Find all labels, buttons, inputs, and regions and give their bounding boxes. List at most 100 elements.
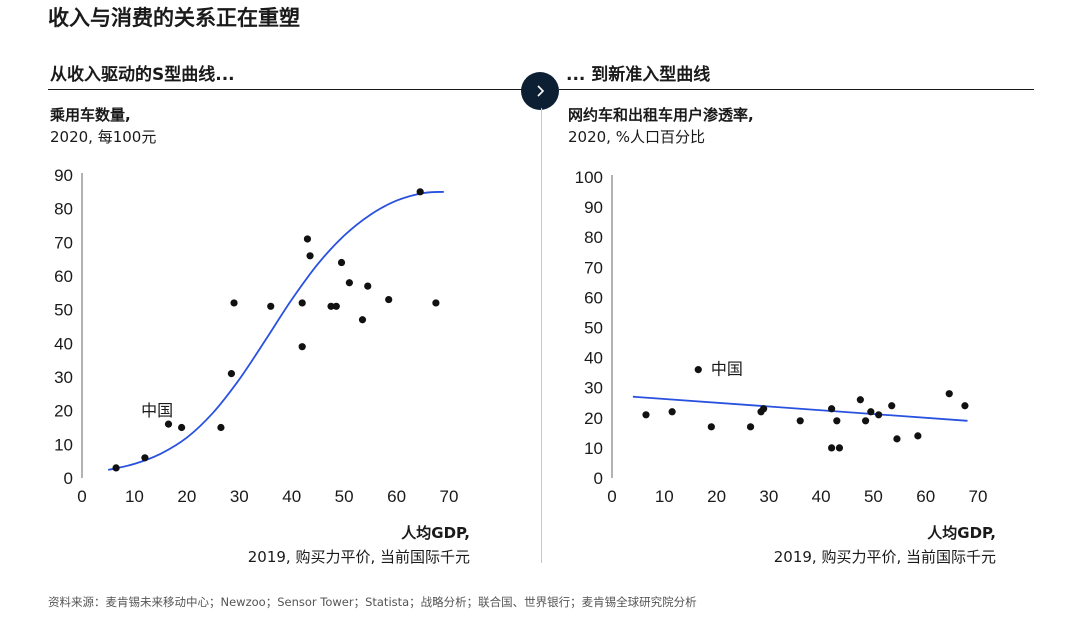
- right-data-point: [945, 390, 953, 398]
- right-xlabel-line1: 人均GDP,: [927, 524, 996, 542]
- right-ytick-label: 20: [584, 409, 603, 428]
- right-ytick-label: 0: [594, 469, 603, 488]
- left-ytick-label: 70: [54, 233, 73, 252]
- left-data-point: [306, 252, 314, 260]
- right-xlabel-line2: 2019, 购买力平价, 当前国际千元: [773, 548, 996, 566]
- left-s-curve: [108, 190, 444, 471]
- left-ylabel-line1: 乘用车数量,: [50, 106, 131, 124]
- right-xtick-label: 10: [655, 487, 674, 506]
- right-data-point: [856, 396, 864, 404]
- left-xtick-label: 30: [230, 487, 249, 506]
- left-data-point: [332, 302, 340, 310]
- right-ytick-label: 100: [575, 168, 603, 187]
- page-title: 收入与消费的关系正在重塑: [48, 6, 300, 30]
- right-data-point: [828, 405, 836, 413]
- left-data-point: [385, 295, 393, 304]
- right-data-point: [642, 411, 650, 419]
- left-data-point: [164, 420, 173, 428]
- left-data-point: [267, 302, 275, 310]
- left-data-point: [298, 343, 306, 351]
- right-data-point: [668, 408, 676, 416]
- right-xtick-label: 40: [812, 487, 831, 506]
- right-chart: 0 10 20 30 40 50 60 70 80 90 100 0 10 20 30 40 50 60 70 中国: [575, 168, 988, 506]
- left-data-point: [112, 464, 120, 472]
- right-data-point: [914, 432, 922, 440]
- left-data-point: [227, 370, 236, 378]
- left-xlabel-line2: 2019, 购买力平价, 当前国际千元: [247, 548, 470, 566]
- right-ytick-label: 90: [584, 198, 603, 217]
- left-xtick-label: 10: [125, 487, 144, 506]
- right-xtick-label: 0: [607, 487, 616, 506]
- left-ylabel-line2: 2020, 每100元: [50, 128, 157, 146]
- right-data-point: [833, 417, 841, 425]
- left-data-point: [217, 423, 225, 432]
- right-ylabel-line2: 2020, %人口百分比: [568, 128, 705, 146]
- left-chart: 0 10 20 30 40 50 60 70 80 90 0 10 20 30 40 50 60 70 中国: [54, 166, 459, 506]
- left-data-point: [345, 279, 353, 287]
- left-ytick-label: 60: [54, 267, 73, 286]
- left-data-point: [327, 302, 335, 310]
- right-xtick-label: 60: [916, 487, 935, 506]
- left-subtitle: 从收入驱动的S型曲线...: [50, 65, 235, 85]
- left-data-point: [303, 235, 312, 243]
- right-ytick-label: 40: [584, 349, 603, 368]
- left-ytick-label: 30: [54, 368, 73, 387]
- left-ytick-label: 90: [54, 166, 73, 185]
- left-data-point: [298, 299, 306, 307]
- left-ytick-label: 40: [54, 334, 73, 353]
- right-data-point: [861, 417, 870, 425]
- left-data-point: [230, 299, 238, 307]
- right-ytick-label: 50: [584, 319, 603, 338]
- right-data-point: [746, 423, 755, 431]
- right-data-point: [835, 444, 844, 452]
- right-ytick-label: 70: [584, 258, 603, 277]
- left-ytick-label: 10: [54, 435, 73, 454]
- left-data-point: [141, 454, 149, 462]
- left-xtick-label: 40: [282, 487, 301, 506]
- right-data-point: [760, 405, 768, 413]
- left-rule: [48, 89, 523, 90]
- source-note: 资料来源：麦肯锡未来移动中心；Newzoo；Sensor Tower；Stati…: [48, 595, 697, 609]
- left-xtick-label: 70: [440, 487, 459, 506]
- left-ytick-label: 50: [54, 301, 73, 320]
- right-rule: [559, 89, 1034, 90]
- right-ytick-label: 80: [584, 228, 603, 247]
- right-data-point: [893, 435, 901, 443]
- left-annotation-china: 中国: [141, 402, 173, 420]
- right-data-point: [875, 411, 883, 419]
- right-data-point: [961, 402, 969, 410]
- right-data-point: [694, 366, 702, 374]
- left-ytick-label: 80: [54, 200, 73, 219]
- left-data-point: [178, 423, 186, 432]
- right-ylabel-line1: 网约车和出租车用户渗透率,: [568, 106, 754, 124]
- left-ytick-label: 0: [64, 469, 73, 488]
- right-data-point: [796, 417, 804, 425]
- left-data-point: [358, 316, 367, 324]
- left-data-point: [416, 188, 424, 196]
- right-ytick-label: 30: [584, 379, 603, 398]
- right-data-point: [867, 408, 875, 416]
- right-xtick-label: 20: [707, 487, 726, 506]
- left-ytick-label: 20: [54, 402, 73, 421]
- right-xtick-label: 70: [969, 487, 988, 506]
- left-data-point: [337, 258, 346, 267]
- left-xlabel-line1: 人均GDP,: [401, 524, 470, 542]
- left-xtick-label: 20: [177, 487, 196, 506]
- left-xtick-label: 0: [77, 487, 86, 506]
- right-trend-line: [632, 395, 968, 422]
- left-data-point: [364, 282, 372, 290]
- left-xtick-label: 60: [387, 487, 406, 506]
- right-subtitle: ... 到新准入型曲线: [566, 65, 711, 85]
- right-ytick-label: 60: [584, 288, 603, 307]
- left-xtick-label: 50: [335, 487, 354, 506]
- panel-divider: [541, 108, 542, 563]
- right-data-point: [828, 444, 836, 452]
- right-data-point: [888, 402, 896, 410]
- right-data-point: [707, 423, 715, 431]
- left-data-point: [432, 299, 440, 307]
- right-xtick-label: 50: [864, 487, 883, 506]
- right-annotation-china: 中国: [711, 361, 743, 379]
- chevron-right-icon: [521, 72, 559, 110]
- right-xtick-label: 30: [759, 487, 778, 506]
- right-ytick-label: 10: [584, 439, 603, 458]
